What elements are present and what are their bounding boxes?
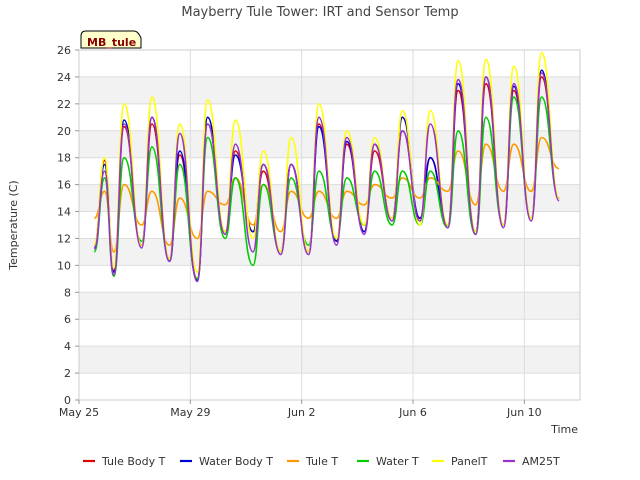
x-axis: May 25 May 29 Jun 2 Jun 6 Jun 10 [59, 400, 542, 419]
legend-item: PanelT [432, 455, 488, 468]
legend-label: PanelT [451, 455, 488, 468]
site-badge-box [80, 30, 142, 49]
band [79, 130, 580, 158]
legend-item: Water T [357, 455, 419, 468]
y-tick-label: 10 [57, 259, 71, 272]
band [79, 238, 580, 266]
x-tick-label: May 29 [170, 406, 210, 419]
y-tick-label: 12 [57, 232, 71, 245]
x-tick-label: Jun 6 [398, 406, 427, 419]
series-line-water-t [93, 96, 560, 280]
y-tick-label: 8 [64, 286, 71, 299]
legend-item: AM25T [503, 455, 560, 468]
x-tick-label: Jun 10 [506, 406, 542, 419]
y-tick-label: 0 [64, 394, 71, 407]
legend-label: Water Body T [199, 455, 273, 468]
chart-title: Mayberry Tule Tower: IRT and Sensor Temp [181, 5, 458, 20]
site-badge-text: MB_tule [87, 36, 136, 49]
legend-label: Water T [376, 455, 419, 468]
legend-label: AM25T [522, 455, 560, 468]
y-tick-label: 16 [57, 179, 71, 192]
legend: Tule Body T Water Body T Tule T Water T Pane… [83, 455, 560, 468]
legend-item: Tule Body T [83, 455, 166, 468]
legend-item: Water Body T [180, 455, 273, 468]
y-tick-label: 14 [57, 206, 71, 219]
y-tick-label: 18 [57, 152, 71, 165]
y-tick-label: 6 [64, 313, 71, 326]
plot-frame [78, 49, 581, 401]
y-tick-label: 2 [64, 367, 71, 380]
series-line-am25t [93, 72, 560, 283]
y-tick-label: 22 [57, 98, 71, 111]
legend-label: Tule Body T [101, 455, 166, 468]
y-tick-label: 20 [57, 125, 71, 138]
band [79, 346, 580, 374]
x-axis-label: Time [550, 423, 578, 436]
x-tick-label: May 25 [59, 406, 99, 419]
x-tick-label: Jun 2 [287, 406, 316, 419]
legend-item: Tule T [287, 455, 338, 468]
legend-label: Tule T [305, 455, 338, 468]
y-tick-label: 4 [64, 340, 71, 353]
y-axis-label: Temperature (C) [7, 180, 20, 270]
y-tick-label: 26 [57, 44, 71, 57]
band [79, 76, 580, 104]
series-lines [93, 51, 560, 283]
band [79, 292, 580, 320]
y-tick-label: 24 [57, 71, 71, 84]
site-badge: MB_tule [80, 30, 142, 49]
